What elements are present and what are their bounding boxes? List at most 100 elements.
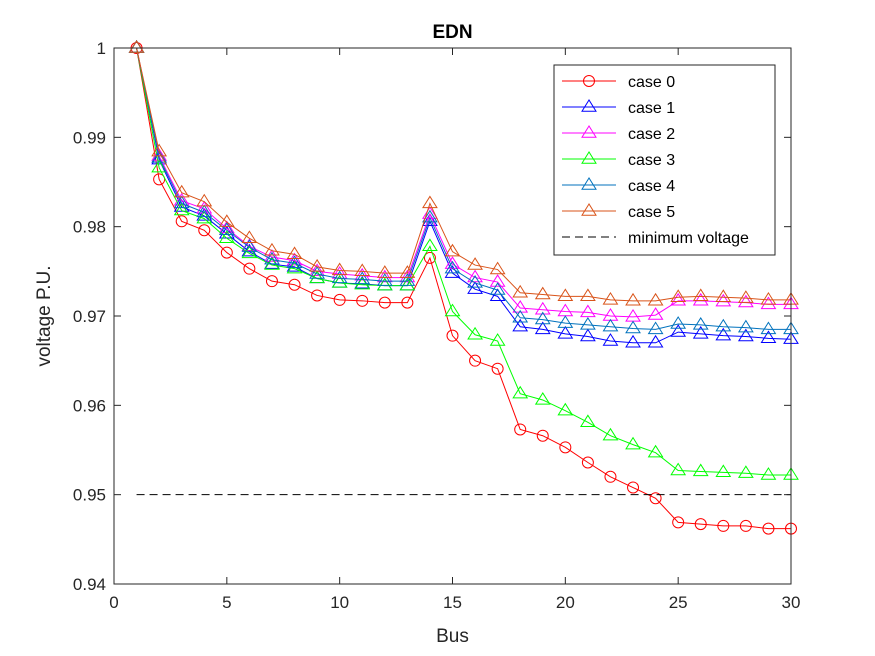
y-tick-label: 0.98 <box>73 218 106 237</box>
legend-label: case 0 <box>628 74 675 91</box>
data-point-case-4 <box>467 275 483 288</box>
data-point-case-1 <box>512 318 529 332</box>
legend-label: minimum voltage <box>628 230 749 247</box>
x-tick-label: 20 <box>556 593 575 612</box>
data-point-case-3 <box>760 467 777 480</box>
data-point-case-2 <box>399 269 416 283</box>
data-point-case-4 <box>218 222 235 235</box>
data-point-case-4 <box>286 255 303 268</box>
data-point-case-2 <box>309 263 326 277</box>
data-point-case-2 <box>512 300 529 313</box>
y-tick-label: 0.94 <box>73 575 106 594</box>
data-point-case-3 <box>422 238 438 252</box>
x-axis-label: Bus <box>436 626 469 647</box>
data-point-case-5 <box>354 263 371 277</box>
data-point-case-3 <box>309 270 326 284</box>
legend-item-case-2: case 2 <box>562 125 675 143</box>
data-point-case-4 <box>489 282 506 295</box>
legend: case 0 case 1 case 2 case 3 case 4 case 5 mini… <box>553 64 776 256</box>
data-point-case-1 <box>647 334 664 348</box>
data-point-case-0 <box>423 251 436 264</box>
data-point-case-0 <box>469 354 482 367</box>
series-case-4 <box>128 40 799 335</box>
data-point-case-2 <box>286 252 303 266</box>
data-point-case-5 <box>399 265 416 278</box>
data-point-case-2 <box>579 304 596 318</box>
data-point-case-4 <box>444 260 461 274</box>
data-point-case-2 <box>625 308 641 322</box>
legend-marker <box>581 177 597 190</box>
data-point-case-3 <box>196 210 213 224</box>
data-point-case-4 <box>264 251 280 265</box>
data-point-case-0 <box>694 518 707 531</box>
data-point-case-4 <box>670 316 687 329</box>
data-point-case-3 <box>467 326 483 340</box>
data-point-case-3 <box>534 392 551 405</box>
data-point-case-2 <box>534 301 551 315</box>
x-tick-label: 0 <box>109 593 118 612</box>
data-point-case-0 <box>243 262 256 275</box>
data-point-case-0 <box>175 215 188 228</box>
data-point-case-4 <box>512 309 529 323</box>
data-point-case-4 <box>173 195 190 209</box>
legend-item-case-4: case 4 <box>562 177 675 195</box>
data-point-case-5 <box>422 195 438 209</box>
data-point-case-0 <box>581 456 594 469</box>
data-point-case-1 <box>422 213 438 227</box>
data-point-case-3 <box>173 202 190 216</box>
data-point-case-5 <box>196 193 213 207</box>
data-point-case-4 <box>354 271 371 285</box>
data-point-case-4 <box>151 149 168 163</box>
data-point-case-2 <box>760 296 777 310</box>
data-point-case-3 <box>715 464 732 478</box>
y-tick-label: 1 <box>97 39 106 58</box>
chart-title: EDN <box>432 22 472 43</box>
data-point-case-2 <box>670 292 687 306</box>
data-point-case-5 <box>264 242 280 256</box>
data-point-case-0 <box>265 275 278 288</box>
data-point-case-4 <box>241 239 258 252</box>
data-point-case-4 <box>331 270 348 284</box>
data-point-case-3 <box>241 245 258 259</box>
x-tick-label: 10 <box>330 593 349 612</box>
data-point-case-4 <box>602 318 619 332</box>
data-point-case-4 <box>692 316 709 330</box>
data-point-case-1 <box>309 270 326 284</box>
data-point-case-3 <box>602 427 619 441</box>
data-point-case-1 <box>557 325 574 339</box>
data-point-case-4 <box>625 320 641 334</box>
legend-marker <box>581 203 597 216</box>
data-point-case-3 <box>670 462 687 476</box>
legend-item-minimum-voltage: minimum voltage <box>562 230 749 247</box>
data-point-case-0 <box>491 362 504 375</box>
data-point-case-5 <box>625 292 641 306</box>
legend-label: case 2 <box>628 126 675 143</box>
data-point-case-1 <box>737 328 754 342</box>
data-point-case-0 <box>717 519 730 532</box>
data-point-case-5 <box>670 289 687 302</box>
data-point-case-0 <box>378 296 391 309</box>
data-point-case-2 <box>647 307 664 320</box>
data-point-case-4 <box>196 204 213 218</box>
axes-layer: 0 5 10 15 20 25 30 0.94 0.95 0.96 0.97 0.98 0.99 1 <box>73 39 801 612</box>
data-point-case-4 <box>376 273 393 286</box>
data-point-case-5 <box>760 291 777 305</box>
data-point-case-1 <box>715 327 732 341</box>
data-point-case-5 <box>128 40 145 53</box>
x-tick-label: 30 <box>782 593 801 612</box>
data-point-case-5 <box>286 246 303 260</box>
data-point-case-4 <box>422 209 438 223</box>
data-point-case-2 <box>692 292 709 306</box>
legend-label: case 4 <box>628 178 675 195</box>
data-point-case-5 <box>151 143 168 157</box>
legend-box <box>553 64 776 256</box>
data-point-case-3 <box>625 436 641 450</box>
legend-item-case-1: case 1 <box>562 99 675 117</box>
data-point-case-3 <box>399 277 416 291</box>
data-point-case-5 <box>467 257 483 270</box>
data-point-case-5 <box>241 230 258 243</box>
legend-marker <box>581 99 597 112</box>
legend-marker <box>583 75 595 87</box>
data-point-case-0 <box>559 441 572 454</box>
